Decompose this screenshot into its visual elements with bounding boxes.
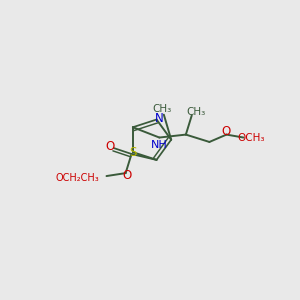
Text: CH₃: CH₃ [153, 104, 172, 114]
Text: CH₃: CH₃ [187, 107, 206, 117]
Text: O: O [122, 169, 132, 182]
Text: OCH₂CH₃: OCH₂CH₃ [56, 172, 99, 182]
Text: S: S [129, 146, 137, 159]
Text: O: O [106, 140, 115, 153]
Text: NH: NH [151, 140, 168, 150]
Text: O: O [222, 124, 231, 138]
Text: OCH₃: OCH₃ [237, 133, 265, 142]
Text: N: N [154, 112, 163, 124]
